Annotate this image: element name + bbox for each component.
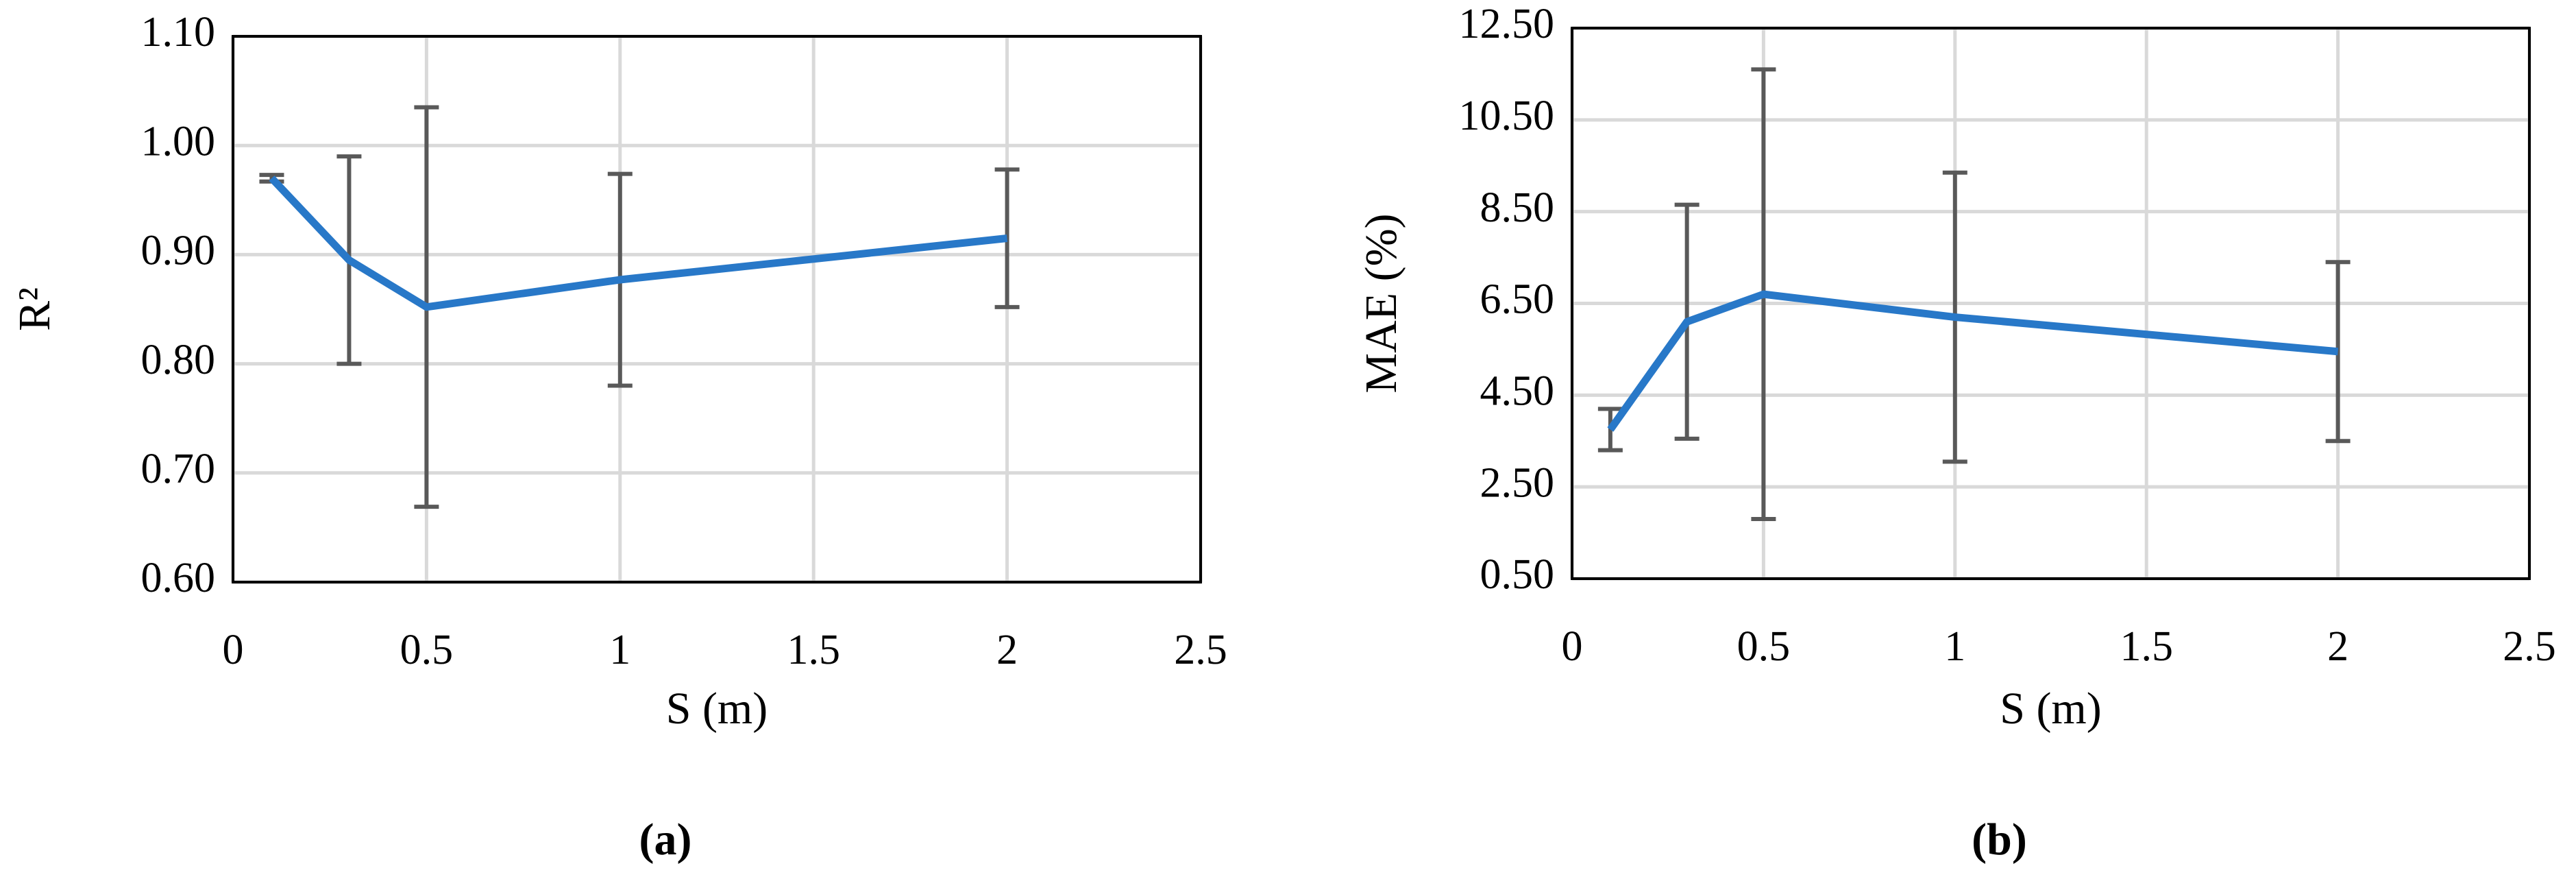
y-tick-label: 0.60 — [141, 555, 216, 601]
x-axis-title: S (m) — [2000, 684, 2102, 734]
y-tick-label: 6.50 — [1480, 276, 1555, 323]
y-tick-label: 1.00 — [141, 118, 216, 165]
x-axis-title: S (m) — [666, 684, 768, 734]
x-tick-label: 2.5 — [1174, 627, 1227, 673]
data-line — [1607, 290, 2339, 432]
x-tick-label: 0.5 — [1737, 623, 1791, 670]
x-tick-label: 1 — [1944, 623, 1965, 670]
x-tick-label: 2 — [2327, 623, 2348, 670]
x-tick-label: 0 — [1562, 623, 1583, 670]
y-tick-label: 4.50 — [1480, 368, 1555, 415]
y-tick-label: 12.50 — [1459, 1, 1555, 47]
y-tick-label: 0.50 — [1480, 551, 1555, 598]
x-tick-label: 0 — [223, 627, 244, 673]
y-tick-label: 0.70 — [141, 446, 216, 492]
y-axis-title: MAE (%) — [1356, 213, 1406, 393]
caption: (b) — [1972, 815, 2027, 865]
x-tick-label: 2 — [996, 627, 1018, 673]
y-tick-label: 0.80 — [141, 337, 216, 383]
x-tick-label: 1.5 — [787, 627, 840, 673]
y-tick-label: 8.50 — [1480, 184, 1555, 231]
error-bar — [1597, 407, 1623, 453]
x-tick-label: 0.5 — [400, 627, 454, 673]
caption: (a) — [639, 815, 692, 865]
x-tick-label: 1.5 — [2120, 623, 2173, 670]
y-tick-label: 1.10 — [141, 9, 216, 56]
x-tick-label: 2.5 — [2503, 623, 2556, 670]
y-tick-label: 0.90 — [141, 228, 216, 274]
y-tick-label: 2.50 — [1480, 459, 1555, 506]
data-line — [269, 176, 1008, 311]
y-axis-title: R² — [10, 287, 60, 331]
y-tick-label: 10.50 — [1459, 93, 1555, 139]
plot-frame — [232, 35, 1202, 583]
plot-frame — [1571, 27, 2531, 580]
x-tick-label: 1 — [609, 627, 630, 673]
